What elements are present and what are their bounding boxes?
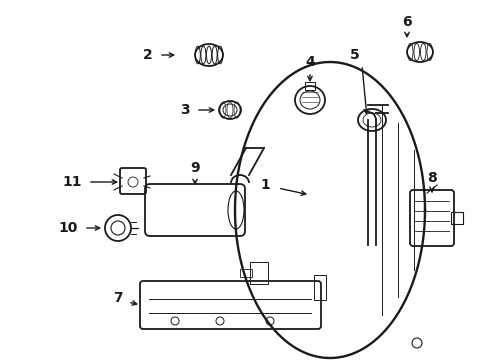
- Bar: [314, 275, 326, 300]
- Text: 9: 9: [190, 161, 200, 175]
- Text: 6: 6: [402, 15, 412, 29]
- Bar: [250, 262, 268, 284]
- Text: 1: 1: [260, 178, 270, 192]
- Text: 10: 10: [58, 221, 78, 235]
- Text: 5: 5: [350, 48, 360, 62]
- Text: 11: 11: [62, 175, 82, 189]
- Text: 2: 2: [143, 48, 153, 62]
- Text: 4: 4: [305, 55, 315, 69]
- Bar: [240, 269, 252, 277]
- Bar: [305, 82, 315, 90]
- Text: 7: 7: [113, 291, 123, 305]
- Text: 8: 8: [427, 171, 437, 185]
- Bar: [451, 212, 463, 224]
- Text: 3: 3: [180, 103, 190, 117]
